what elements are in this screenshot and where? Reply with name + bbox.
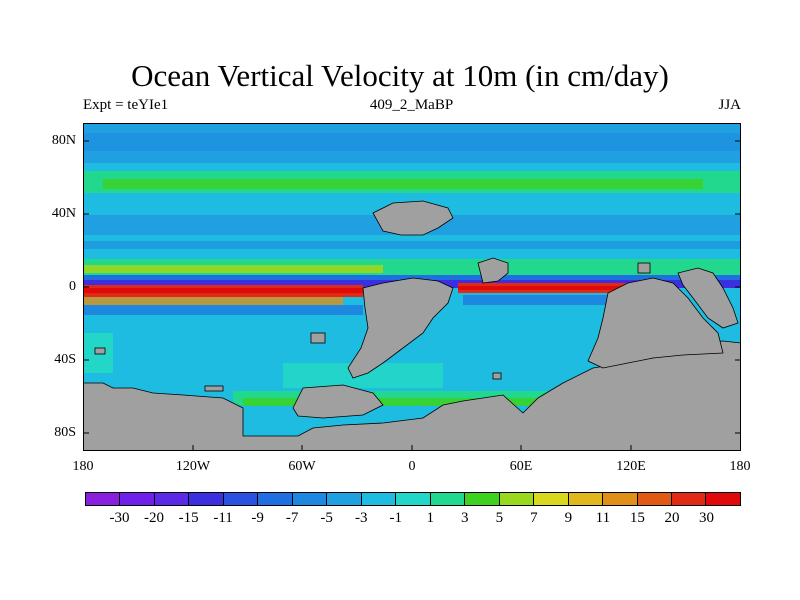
colorbar-label: 15 (629, 510, 645, 526)
colorbar-box (327, 493, 362, 505)
colorbar-box (671, 493, 707, 505)
colorbar-box (499, 493, 535, 505)
lon-tick-label: 0 (408, 459, 416, 474)
land-north (372, 200, 454, 236)
colorbar-label: 20 (664, 510, 680, 526)
colorbar-label: -20 (144, 510, 165, 526)
land-africa-asia (477, 257, 509, 284)
map-plot (83, 123, 741, 451)
colorbar-label: 9 (564, 510, 573, 526)
colorbar-box (361, 493, 397, 505)
colorbar-label: -3 (354, 510, 368, 526)
center-label: 409_2_MaBP (369, 97, 454, 113)
lon-tick-label: 120W (175, 459, 211, 474)
land-south-america (347, 277, 454, 379)
lat-tick-label: 40N (51, 206, 76, 221)
lon-tick-label: 60W (288, 459, 316, 474)
lon-tick-label: 60E (509, 459, 533, 474)
colorbar-label: -1 (389, 510, 402, 526)
colorbar-label: 3 (461, 510, 469, 526)
colorbar-box (465, 493, 500, 505)
colorbar-label: -9 (251, 510, 264, 526)
colorbar-label: -15 (178, 510, 199, 526)
colorbar-box (189, 493, 224, 505)
colorbar-box (258, 493, 293, 505)
colorbar (85, 492, 741, 506)
colorbar-box (568, 493, 604, 505)
colorbar-box (534, 493, 569, 505)
season-label: JJA (718, 97, 741, 113)
map-panel (83, 123, 741, 451)
colorbar-label: 11 (595, 510, 611, 526)
colorbar-box (223, 493, 259, 505)
colorbar-box (603, 493, 638, 505)
colorbar-label: -30 (109, 510, 130, 526)
lat-tick-label: 40S (54, 352, 76, 367)
experiment-label: Expt = teYIe1 (83, 97, 169, 113)
colorbar-box (706, 493, 740, 505)
lon-tick-label: 180 (72, 459, 94, 474)
colorbar-label: 7 (530, 510, 538, 526)
land-east (587, 277, 724, 369)
lat-tick-label: 80S (54, 425, 76, 440)
colorbar-box (154, 493, 190, 505)
colorbar-label: 30 (698, 510, 714, 526)
colorbar-box (637, 493, 672, 505)
colorbar-box (86, 493, 121, 505)
colorbar-label: -7 (285, 510, 299, 526)
colorbar-box (396, 493, 431, 505)
colorbar-label: 1 (426, 510, 435, 526)
colorbar-label: -11 (213, 510, 233, 526)
lat-tick-label: 80N (51, 133, 76, 148)
lat-tick-label: 0 (69, 279, 76, 294)
lon-tick-label: 180 (729, 459, 751, 474)
colorbar-box (430, 493, 466, 505)
colorbar-box (292, 493, 328, 505)
map-title: Ocean Vertical Velocity at 10m (in cm/da… (131, 58, 669, 93)
colorbar-box (120, 493, 155, 505)
colorbar-label: -5 (320, 510, 333, 526)
colorbar-label: 5 (495, 510, 504, 526)
lon-tick-label: 120E (616, 459, 646, 474)
